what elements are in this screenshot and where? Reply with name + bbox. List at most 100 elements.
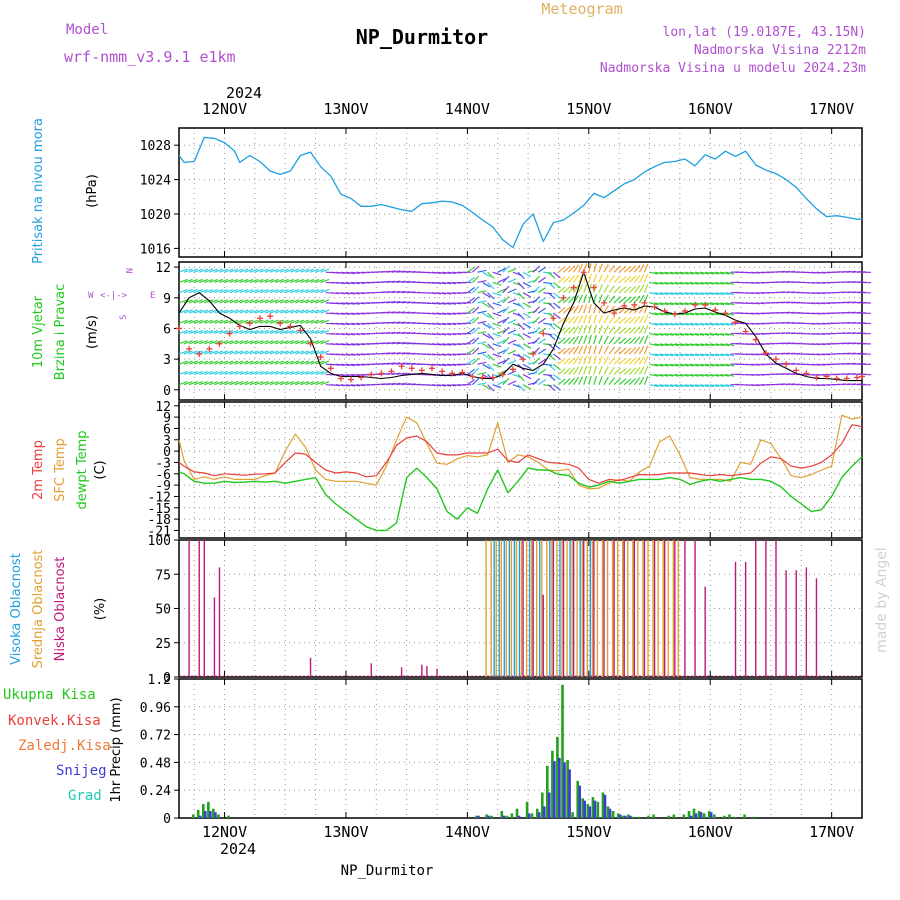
wind-arrow	[623, 378, 632, 386]
wind-arrow	[492, 292, 502, 297]
panel-frame	[178, 127, 863, 258]
ytick-label: -6	[155, 468, 171, 483]
wind-arrow	[613, 367, 621, 375]
wind-arrow	[628, 367, 637, 375]
precip-bar	[500, 811, 504, 818]
wind-arrow	[497, 298, 507, 304]
bottom-day-labels: 12NOV 13NOV 14NOV 15NOV 16NOV 17NOV	[202, 823, 854, 841]
wind-arrow	[623, 265, 632, 273]
legend-hail: Grad	[68, 788, 102, 804]
wind-arrow	[583, 375, 588, 385]
ytick-label: 6	[163, 422, 171, 437]
wind-arrow	[553, 271, 561, 279]
wind-arrow	[204, 360, 214, 365]
bottom-day-label: 14NOV	[445, 823, 490, 841]
wind-arrow	[219, 381, 229, 386]
wind-arrow	[689, 332, 699, 336]
wind-arrow	[705, 281, 715, 285]
wind-arrow	[183, 381, 193, 386]
wind-arrow	[537, 368, 547, 375]
wind-arrow	[705, 271, 715, 275]
wind-arrow	[254, 278, 264, 284]
precip-bar	[687, 811, 691, 818]
wind-arrow	[593, 335, 597, 344]
wind-arrow	[482, 322, 491, 329]
wind-arrow	[492, 302, 502, 307]
wind-arrow	[684, 332, 694, 336]
wind-ylabel-1: 10m Vjetar	[31, 295, 46, 368]
wind-arrow	[517, 271, 525, 280]
wind-arrow	[664, 322, 674, 326]
wind-arrow	[679, 271, 689, 275]
wind-arrow	[725, 384, 735, 388]
gust-marker	[358, 374, 365, 381]
wind-arrow	[350, 322, 360, 326]
wind-arrow	[335, 353, 345, 356]
wind-arrow	[623, 368, 632, 375]
wind-arrow	[391, 280, 401, 284]
wind-arrow	[290, 350, 300, 355]
wind-arrow	[568, 275, 576, 283]
wind-arrow	[669, 332, 679, 336]
precip-bar	[515, 808, 519, 818]
wind-arrow	[522, 302, 532, 308]
wind-arrow	[244, 289, 254, 294]
gust-marker	[439, 368, 446, 375]
wind-arrow	[259, 278, 269, 284]
wind-arrow	[705, 343, 715, 347]
wind-arrow	[547, 292, 556, 300]
wind-arrow	[401, 331, 411, 335]
wind-arrow	[573, 376, 580, 385]
wind-arrow	[679, 373, 689, 377]
wind-arrow	[264, 299, 274, 304]
wind-arrow	[300, 299, 310, 304]
dewpt-line	[178, 456, 863, 532]
gust-marker	[570, 284, 577, 291]
gust-marker	[833, 375, 840, 382]
wind-arrow	[705, 373, 715, 377]
wind-arrow	[669, 384, 679, 388]
wind-arrow	[649, 373, 659, 377]
wind-arrow	[482, 292, 491, 298]
wind-arrow	[664, 384, 674, 388]
wind-arrow	[532, 316, 541, 324]
wind-arrow	[694, 343, 705, 347]
wind-arrow	[487, 322, 495, 331]
wind-arrow	[649, 292, 659, 296]
wind-arrow	[497, 267, 507, 273]
cloud-ylabel-3: Niska Oblacnost	[53, 557, 68, 662]
wind-arrow	[310, 370, 320, 376]
wind-arrow	[269, 340, 279, 345]
wind-arrow	[204, 268, 214, 273]
wind-arrow	[193, 340, 203, 345]
wind-arrow	[249, 360, 259, 365]
wind-arrow	[543, 292, 553, 295]
wind-arrow	[249, 350, 259, 355]
wind-arrow	[649, 343, 659, 347]
wind-arrow	[254, 268, 264, 273]
precip-bar	[561, 684, 564, 818]
ytick-label: 1028	[140, 139, 171, 154]
wind-arrow	[608, 295, 616, 304]
wind-arrow	[638, 366, 645, 375]
wind-arrow	[588, 263, 592, 273]
wind-arrow	[482, 271, 491, 278]
precip-bar	[558, 757, 561, 818]
wind-arrow	[193, 350, 203, 355]
sfc-temp-line	[178, 414, 863, 490]
wind-arrow	[386, 270, 396, 273]
wind-arrow	[356, 302, 366, 305]
wind-arrow	[340, 292, 350, 295]
wind-arrow	[320, 329, 330, 335]
wind-arrow	[608, 264, 616, 273]
wind-arrow	[710, 271, 720, 275]
wind-arrow	[684, 312, 694, 316]
wind-arrow	[664, 363, 674, 367]
ytick-label: 1020	[140, 208, 171, 223]
wind-arrow	[522, 271, 532, 278]
wind-arrow	[487, 353, 495, 361]
precip-bar	[629, 815, 632, 818]
wind-arrow	[684, 271, 694, 275]
wind-arrow	[679, 322, 689, 326]
ytick-label: 0.72	[140, 729, 171, 744]
